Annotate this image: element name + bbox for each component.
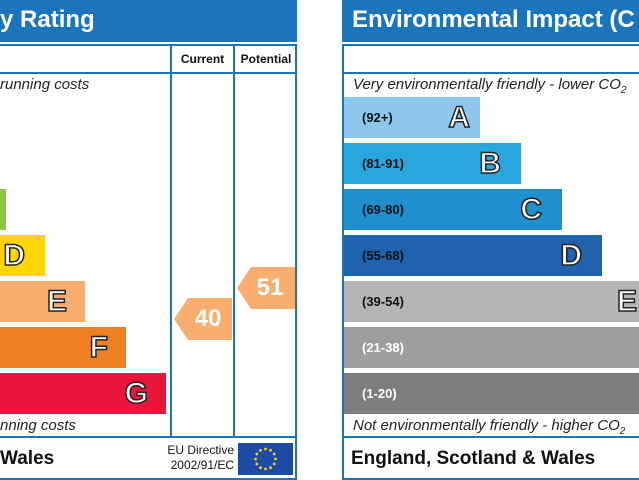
header-row-divider [0, 72, 297, 74]
energy-band-e-letter: E [46, 284, 68, 319]
potential-rating-value: 51 [256, 274, 284, 301]
env-band-a-letter: A [448, 100, 471, 135]
energy-band-c [0, 189, 6, 230]
env-band-g-range: (1-20) [362, 386, 397, 401]
env-top-caption-subscript: 2 [620, 85, 627, 96]
potential-column-divider [233, 44, 235, 436]
env-band-d-range: (55-68) [362, 248, 404, 263]
environmental-impact-frame [342, 44, 639, 480]
energy-band-f-letter: F [89, 330, 109, 365]
env-band-d-letter: D [560, 238, 583, 273]
footer-row-divider [0, 436, 297, 438]
current-column-header: Current [180, 52, 225, 66]
energy-band-d-letter: D [3, 238, 26, 273]
energy-top-caption: running costs [0, 76, 90, 93]
env-band-f: (21-38) [344, 327, 639, 368]
energy-band-g-letter: G [124, 376, 149, 411]
env-band-e-range: (39-54) [362, 294, 404, 309]
env-band-b: (81-91) B [344, 143, 521, 184]
env-top-caption-text: Very environmentally friendly - lower CO [353, 76, 621, 93]
energy-bottom-caption: nning costs [0, 417, 76, 434]
env-band-e: (39-54) E [344, 281, 639, 322]
env-band-c-letter: C [520, 192, 543, 227]
energy-band-f: F [0, 327, 126, 368]
energy-rating-title: y Rating [0, 0, 297, 42]
energy-band-g: G [0, 373, 166, 414]
current-rating-arrow [174, 298, 232, 340]
eu-flag-icon [238, 443, 293, 475]
env-band-d: (55-68) D [344, 235, 602, 276]
potential-rating-arrow [237, 267, 295, 309]
env-footer-row-divider [342, 436, 639, 438]
current-rating-value: 40 [194, 305, 222, 332]
env-top-caption: Very environmentally friendly - lower CO… [353, 76, 626, 96]
env-band-b-letter: B [479, 146, 502, 181]
env-band-c-range: (69-80) [362, 202, 404, 217]
env-band-c: (69-80) C [344, 189, 562, 230]
environmental-impact-title-text: Environmental Impact (C [352, 6, 635, 33]
energy-band-d: D [0, 235, 45, 276]
env-band-b-range: (81-91) [362, 156, 404, 171]
env-band-f-range: (21-38) [362, 340, 404, 355]
energy-footer-region: Wales [0, 448, 55, 469]
env-bottom-caption: Not environmentally friendly - higher CO… [353, 417, 625, 437]
env-header-row-divider [342, 72, 639, 74]
environmental-impact-title: Environmental Impact (C [342, 0, 639, 42]
env-band-a-range: (92+) [362, 110, 393, 125]
env-band-e-letter: E [616, 284, 638, 319]
eu-directive-text: EU Directive 2002/91/EC [158, 443, 234, 473]
env-bottom-caption-text: Not environmentally friendly - higher CO [353, 417, 620, 434]
current-column-divider [170, 44, 172, 436]
eu-directive-line2: 2002/91/EC [170, 458, 234, 472]
env-bottom-caption-subscript: 2 [619, 426, 626, 437]
env-footer-region: England, Scotland & Wales [351, 448, 596, 469]
energy-rating-frame [0, 44, 297, 480]
eu-directive-line1: EU Directive [167, 443, 234, 457]
potential-column-header: Potential [240, 52, 292, 66]
energy-band-e: E [0, 281, 85, 322]
env-band-a: (92+) A [344, 97, 480, 138]
energy-rating-title-text: y Rating [0, 6, 95, 33]
env-band-g: (1-20) [344, 373, 639, 414]
